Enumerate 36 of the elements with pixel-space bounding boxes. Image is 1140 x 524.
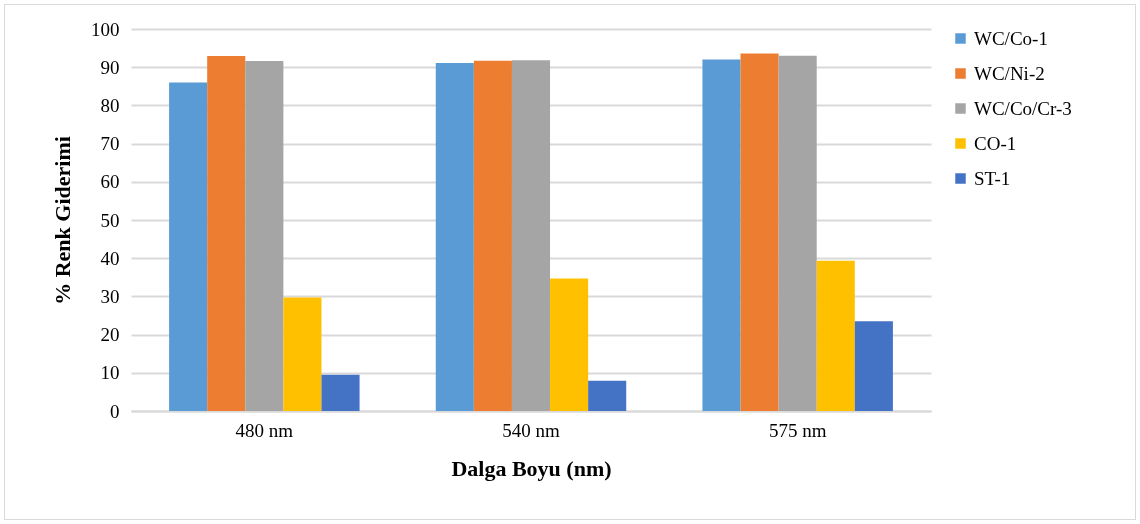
bar: [283, 297, 322, 411]
y-tick-label: 90: [100, 56, 120, 78]
y-tick-label: 80: [100, 94, 120, 116]
legend-label: ST-1: [974, 167, 1011, 189]
x-tick-label: 575 nm: [768, 419, 827, 441]
bar: [702, 59, 741, 411]
bar: [169, 82, 208, 411]
legend-label: WC/Co/Cr-3: [974, 97, 1072, 119]
bar: [511, 60, 551, 411]
bar: [854, 321, 893, 411]
y-axis-title: % Renk Giderimi: [50, 136, 75, 305]
y-tick-label: 10: [100, 362, 120, 384]
legend-label: WC/Co-1: [974, 27, 1048, 49]
bar: [816, 260, 855, 411]
y-tick-label: 20: [100, 324, 120, 346]
y-tick-label: 0: [110, 400, 120, 422]
bar: [245, 61, 284, 411]
bar: [550, 278, 589, 411]
bar: [778, 55, 817, 411]
y-tick-label: 70: [100, 133, 120, 155]
legend-label: WC/Ni-2: [974, 62, 1045, 84]
legend-label: CO-1: [974, 132, 1017, 154]
y-tick-label: 50: [100, 209, 120, 231]
y-tick-label: 40: [100, 247, 120, 269]
bar: [588, 380, 627, 411]
y-tick-label: 100: [91, 18, 120, 40]
x-tick-label: 480 nm: [235, 419, 294, 441]
bar: [740, 53, 779, 411]
bar: [473, 60, 512, 411]
y-tick-label: 60: [100, 171, 120, 193]
y-tick-label: 30: [100, 285, 120, 307]
bar: [435, 63, 474, 411]
bar: [207, 56, 246, 411]
x-axis-title: Dalga Boyu (nm): [451, 455, 612, 481]
bar: [321, 374, 360, 411]
x-tick-label: 540 nm: [502, 419, 560, 441]
